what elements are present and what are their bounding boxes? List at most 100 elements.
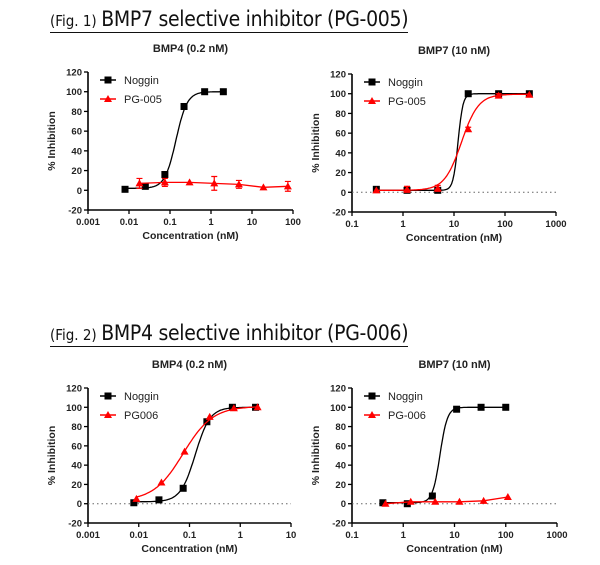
x-tick-label: 1000 — [546, 530, 567, 541]
figure-2-heading: BMP4 selective inhibitor (PG-006) — [101, 321, 409, 345]
y-tick-label: 0 — [341, 499, 346, 510]
data-point-Noggin — [477, 403, 485, 411]
data-point-Noggin — [121, 185, 129, 193]
figure-1-heading: BMP7 selective inhibitor (PG-005) — [101, 7, 409, 31]
data-point-Noggin — [464, 90, 472, 98]
figure-1-prefix: (Fig. 1) — [50, 12, 97, 30]
y-axis-label: % Inhibition — [310, 426, 322, 486]
data-point-Noggin — [219, 88, 227, 96]
data-point-Noggin — [141, 182, 149, 190]
y-tick-label: 100 — [330, 403, 346, 414]
y-tick-label: 100 — [66, 403, 82, 414]
x-tick-label: 0.1 — [183, 530, 197, 541]
x-tick-label: 10 — [449, 219, 460, 230]
x-tick-label: 0.1 — [163, 217, 177, 228]
legend-marker — [368, 78, 376, 86]
chart-4: BMP7 (10 nM) -20 0 20 40 60 80 100 120 0.1 1 10 100 1… — [310, 359, 568, 555]
y-axis-label: % Inhibition — [46, 426, 58, 486]
y-tick-label: 60 — [335, 129, 346, 140]
x-tick-label: 100 — [285, 217, 301, 228]
y-tick-label: 20 — [71, 166, 82, 177]
y-tick-label: 80 — [335, 109, 346, 120]
y-tick-label: 0 — [341, 188, 346, 199]
data-point-PG-005 — [135, 179, 144, 187]
y-tick-label: -20 — [68, 206, 82, 217]
data-point-Noggin — [403, 500, 411, 508]
data-point-PG-005 — [525, 90, 534, 98]
data-point-PG006 — [157, 478, 166, 486]
data-point-PG-005 — [259, 183, 268, 191]
data-point-PG-005 — [234, 180, 243, 188]
x-tick-label: 0.001 — [76, 217, 100, 228]
y-tick-label: 120 — [330, 384, 346, 395]
fit-curve-Noggin — [125, 91, 224, 189]
data-point-PG006 — [229, 404, 238, 412]
x-tick-label: 0.01 — [120, 217, 139, 228]
y-tick-label: 80 — [335, 422, 346, 433]
data-point-PG-006 — [455, 497, 464, 505]
chart-title: BMP4 (0.2 nM) — [153, 43, 229, 55]
data-point-PG-005 — [403, 185, 412, 193]
data-point-PG-005 — [283, 182, 292, 190]
y-tick-label: 120 — [330, 70, 346, 81]
x-tick-label: 1 — [238, 530, 244, 541]
y-tick-label: 60 — [335, 441, 346, 452]
y-tick-label: 40 — [335, 148, 346, 159]
x-axis-label: Concentration (nM) — [141, 543, 237, 555]
data-point-Noggin — [179, 484, 187, 492]
fit-curve-PG-005 — [376, 93, 530, 191]
legend-label: Noggin — [124, 75, 159, 87]
chart-title: BMP4 (0.2 nM) — [152, 359, 228, 371]
x-tick-label: 1 — [400, 219, 406, 230]
x-tick-label: 100 — [498, 530, 514, 541]
fit-curve-PG006 — [136, 406, 258, 498]
y-tick-label: 100 — [66, 87, 82, 98]
x-tick-label: 0.01 — [130, 530, 149, 541]
legend-label: PG-005 — [124, 94, 162, 106]
y-tick-label: 20 — [71, 480, 82, 491]
data-point-PG-005 — [433, 184, 442, 192]
legend-label: Noggin — [388, 77, 423, 89]
y-tick-label: 40 — [335, 461, 346, 472]
legend-marker — [104, 95, 112, 102]
fit-curve-Noggin — [376, 93, 530, 191]
data-point-PG-005 — [210, 179, 219, 187]
x-tick-label: 10 — [449, 530, 460, 541]
data-point-PG-006 — [431, 497, 440, 505]
legend-label: Noggin — [388, 391, 423, 403]
y-tick-label: 40 — [71, 461, 82, 472]
x-axis-label: Concentration (nM) — [406, 232, 502, 244]
x-tick-label: 1 — [401, 530, 407, 541]
data-point-PG006 — [205, 412, 214, 420]
legend-label: PG006 — [124, 410, 158, 422]
y-tick-label: 100 — [330, 89, 346, 100]
x-tick-label: 1000 — [545, 219, 566, 230]
data-point-Noggin — [201, 88, 209, 96]
y-tick-label: 120 — [66, 68, 82, 79]
x-tick-label: 10 — [286, 530, 297, 541]
data-point-PG006 — [132, 494, 141, 502]
y-tick-label: 0 — [77, 499, 82, 510]
y-tick-label: -20 — [332, 519, 346, 530]
data-point-Noggin — [161, 171, 169, 179]
data-point-Noggin — [155, 496, 163, 504]
y-tick-label: -20 — [332, 208, 346, 219]
data-point-PG-006 — [479, 496, 488, 504]
chart-title: BMP7 (10 nM) — [418, 45, 490, 57]
data-point-Noggin — [130, 499, 138, 507]
x-axis-label: Concentration (nM) — [406, 543, 502, 555]
legend-label: PG-005 — [388, 96, 426, 108]
y-tick-label: 120 — [66, 384, 82, 395]
data-point-PG-005 — [185, 178, 194, 186]
y-axis-label: % Inhibition — [46, 111, 58, 171]
x-tick-label: 10 — [247, 217, 258, 228]
chart-title: BMP7 (10 nM) — [418, 359, 490, 371]
data-point-Noggin — [180, 103, 188, 110]
x-tick-label: 100 — [497, 219, 513, 230]
data-point-PG006 — [180, 447, 189, 455]
data-point-PG-005 — [160, 178, 169, 186]
data-point-Noggin — [428, 492, 436, 500]
data-point-PG-006 — [503, 492, 512, 500]
y-tick-label: -20 — [68, 519, 82, 530]
